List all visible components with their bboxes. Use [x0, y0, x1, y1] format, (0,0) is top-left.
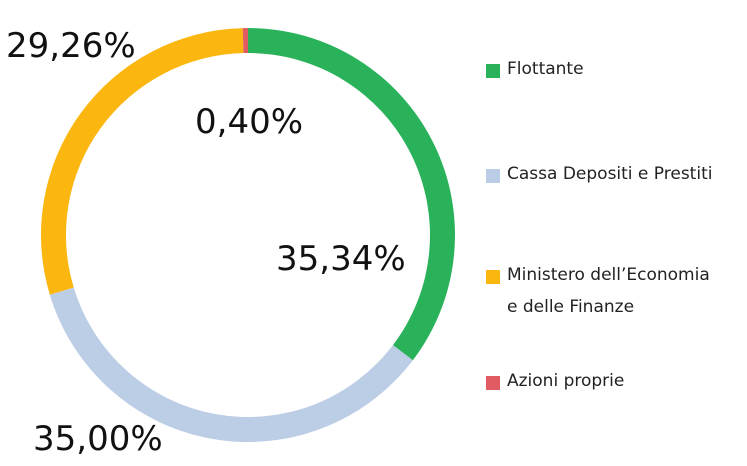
donut-slice-3	[242, 28, 248, 54]
legend-item-azioni-proprie: Azioni proprie	[486, 371, 747, 397]
donut-slice-0	[248, 28, 455, 361]
legend-item-flottante: Flottante	[486, 59, 747, 85]
legend-label: Azioni proprie	[507, 371, 625, 391]
donut-slices	[41, 28, 455, 443]
legend-item-cassa-depositi: Cassa Depositi e Prestiti	[486, 164, 747, 190]
legend-item-ministero: Ministero dell’Economia e delle Finanze	[486, 265, 747, 323]
donut-slice-2	[41, 28, 244, 295]
legend-swatch	[486, 169, 500, 183]
slice-label-ministero: 29,26%	[6, 26, 136, 66]
legend-label: Ministero dell’Economia e delle Finanze	[507, 265, 710, 317]
slice-label-cassa-depositi: 35,00%	[33, 419, 163, 459]
legend-swatch	[486, 270, 500, 284]
chart-legend: Flottante Cassa Depositi e Prestiti Mini…	[486, 0, 747, 466]
slice-label-azioni-proprie: 0,40%	[195, 102, 303, 142]
legend-swatch	[486, 64, 500, 78]
legend-label: Flottante	[507, 59, 584, 79]
legend-swatch	[486, 376, 500, 390]
slice-label-flottante: 35,34%	[276, 239, 406, 279]
donut-slice-1	[49, 287, 413, 443]
legend-label: Cassa Depositi e Prestiti	[507, 164, 713, 184]
